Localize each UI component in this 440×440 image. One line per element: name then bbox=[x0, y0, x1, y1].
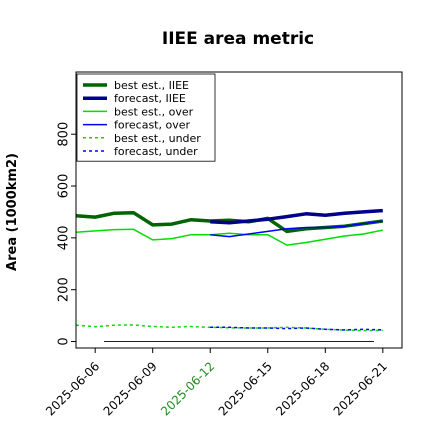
legend-label-0: best est., IIEE bbox=[114, 79, 189, 92]
legend-label-4: best est., under bbox=[114, 132, 201, 145]
series-line-1 bbox=[210, 208, 383, 225]
legend-label-5: forecast, under bbox=[114, 145, 198, 158]
chart-title: IIEE area metric bbox=[162, 29, 314, 49]
y-axis-label: Area (1000km2) bbox=[5, 153, 20, 271]
x-tick-label-5: 2025-06-21 bbox=[331, 359, 390, 418]
y-tick-label-2: 400 bbox=[57, 225, 72, 250]
series-line-3 bbox=[210, 220, 383, 238]
x-tick-label-4: 2025-06-18 bbox=[273, 359, 332, 418]
x-tick-label-0: 2025-06-06 bbox=[43, 359, 102, 418]
x-tick-label-1: 2025-06-09 bbox=[101, 359, 160, 418]
x-tick-label-2: 2025-06-12 bbox=[158, 359, 217, 418]
x-tick-label-3: 2025-06-15 bbox=[216, 359, 275, 418]
plot-frame bbox=[75, 71, 403, 349]
y-tick-label-3: 600 bbox=[57, 174, 72, 199]
y-tick-label-0: 0 bbox=[57, 337, 72, 345]
y-tick-label-4: 800 bbox=[57, 122, 72, 147]
legend-box bbox=[76, 73, 216, 162]
y-tick-label-1: 200 bbox=[57, 277, 72, 302]
legend-label-2: best est., over bbox=[114, 105, 194, 118]
legend-label-3: forecast, over bbox=[114, 119, 190, 132]
series-layer bbox=[75, 208, 384, 332]
series-line-2 bbox=[75, 228, 383, 246]
series-line-5 bbox=[210, 326, 383, 331]
legend-label-1: forecast, IIEE bbox=[114, 92, 186, 105]
